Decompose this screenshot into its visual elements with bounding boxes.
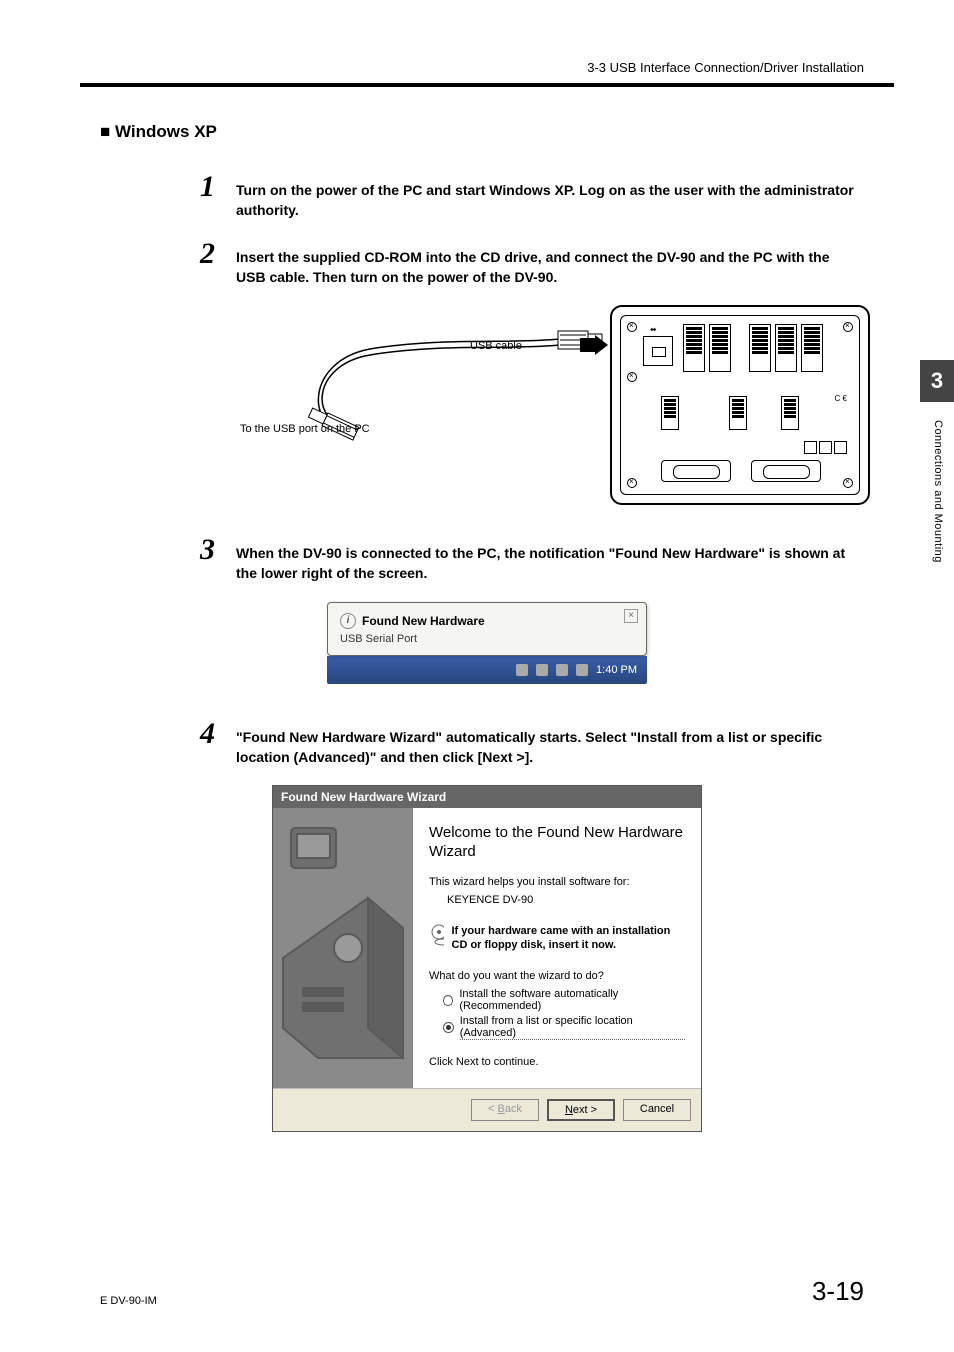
cd-icon — [429, 924, 444, 948]
terminal-block — [801, 324, 823, 372]
terminal-block — [661, 396, 679, 430]
usb-pc-port-label: To the USB port on the PC — [240, 423, 370, 435]
step-1-number: 1 — [200, 172, 222, 202]
balloon-close-button[interactable]: × — [624, 609, 638, 623]
serial-port — [661, 460, 731, 482]
step-4: 4 "Found New Hardware Wizard" automatica… — [200, 719, 854, 768]
dv90-device: ⬌ — [610, 305, 870, 505]
usb-cable-drawing — [210, 305, 630, 475]
header-rule — [80, 83, 894, 87]
wizard-option-advanced-label: Install from a list or specific location… — [460, 1015, 685, 1040]
step-3-text: When the DV-90 is connected to the PC, t… — [236, 535, 854, 584]
step-2-number: 2 — [200, 239, 222, 269]
ce-mark: C € — [835, 394, 847, 403]
footer-doc-id: E DV-90-IM — [100, 1295, 157, 1307]
screw-icon — [843, 322, 853, 332]
wizard-next-button[interactable]: Next > — [547, 1099, 615, 1121]
terminal-block — [775, 324, 797, 372]
balloon-title-text: Found New Hardware — [362, 614, 485, 628]
wizard-option-advanced[interactable]: Install from a list or specific location… — [443, 1015, 685, 1040]
chapter-side-label: Connections and Mounting — [932, 420, 944, 563]
tray-icon[interactable] — [576, 664, 588, 676]
notification-balloon: × i Found New Hardware USB Serial Port — [327, 602, 647, 656]
step-2-text: Insert the supplied CD-ROM into the CD d… — [236, 239, 854, 288]
footer-page-number: 3-19 — [812, 1276, 864, 1307]
radio-selected-icon — [443, 1022, 454, 1033]
screw-icon — [627, 322, 637, 332]
section-title-text: Windows XP — [115, 122, 217, 141]
wizard-option-auto-label: Install the software automatically (Reco… — [459, 988, 685, 1012]
screw-icon — [627, 478, 637, 488]
step-2: 2 Insert the supplied CD-ROM into the CD… — [200, 239, 854, 288]
wizard-cd-hint: If your hardware came with an installati… — [452, 924, 686, 953]
balloon-subtitle: USB Serial Port — [340, 633, 634, 645]
wizard-sidebar-graphic — [273, 808, 413, 1088]
wizard-cancel-button[interactable]: Cancel — [623, 1099, 691, 1121]
screw-icon — [627, 372, 637, 382]
wizard-heading: Welcome to the Found New Hardware Wizard — [429, 824, 685, 862]
wizard-option-auto[interactable]: Install the software automatically (Reco… — [443, 988, 685, 1012]
tray-icon[interactable] — [556, 664, 568, 676]
wizard-continue-text: Click Next to continue. — [429, 1056, 685, 1068]
radio-icon — [443, 995, 453, 1006]
step-1-text: Turn on the power of the PC and start Wi… — [236, 172, 854, 221]
tray-icon[interactable] — [516, 664, 528, 676]
page-header: 3-3 USB Interface Connection/Driver Inst… — [100, 60, 864, 75]
terminal-block — [729, 396, 747, 430]
step-4-number: 4 — [200, 719, 222, 749]
hardware-wizard-dialog: Found New Hardware Wizard — [272, 785, 702, 1132]
wizard-question: What do you want the wizard to do? — [429, 970, 685, 982]
section-marker: ■ — [100, 122, 110, 141]
step-3-number: 3 — [200, 535, 222, 565]
wizard-device-name: KEYENCE DV-90 — [447, 894, 685, 906]
screw-icon — [843, 478, 853, 488]
step-1: 1 Turn on the power of the PC and start … — [200, 172, 854, 221]
info-icon: i — [340, 613, 356, 629]
wizard-back-button: < Back — [471, 1099, 539, 1121]
device-usb-port: ⬌ — [643, 336, 673, 366]
chapter-tab: 3 — [920, 360, 954, 402]
notification-figure: × i Found New Hardware USB Serial Port 1… — [327, 602, 647, 684]
serial-port — [751, 460, 821, 482]
step-4-text: "Found New Hardware Wizard" automaticall… — [236, 719, 854, 768]
wizard-titlebar: Found New Hardware Wizard — [273, 786, 701, 808]
wizard-intro: This wizard helps you install software f… — [429, 876, 685, 888]
terminal-block — [781, 396, 799, 430]
terminal-block — [709, 324, 731, 372]
taskbar: 1:40 PM — [327, 656, 647, 684]
terminal-block — [749, 324, 771, 372]
terminal-block — [683, 324, 705, 372]
usb-cable-label: USB cable — [470, 340, 522, 352]
connection-arrow-icon — [580, 335, 610, 355]
square-ports — [804, 441, 847, 454]
usb-connection-figure: USB cable To the USB port on the PC ⬌ — [210, 305, 874, 505]
step-3: 3 When the DV-90 is connected to the PC,… — [200, 535, 854, 584]
taskbar-clock: 1:40 PM — [596, 664, 637, 676]
tray-icon[interactable] — [536, 664, 548, 676]
section-title: ■ Windows XP — [100, 122, 874, 142]
